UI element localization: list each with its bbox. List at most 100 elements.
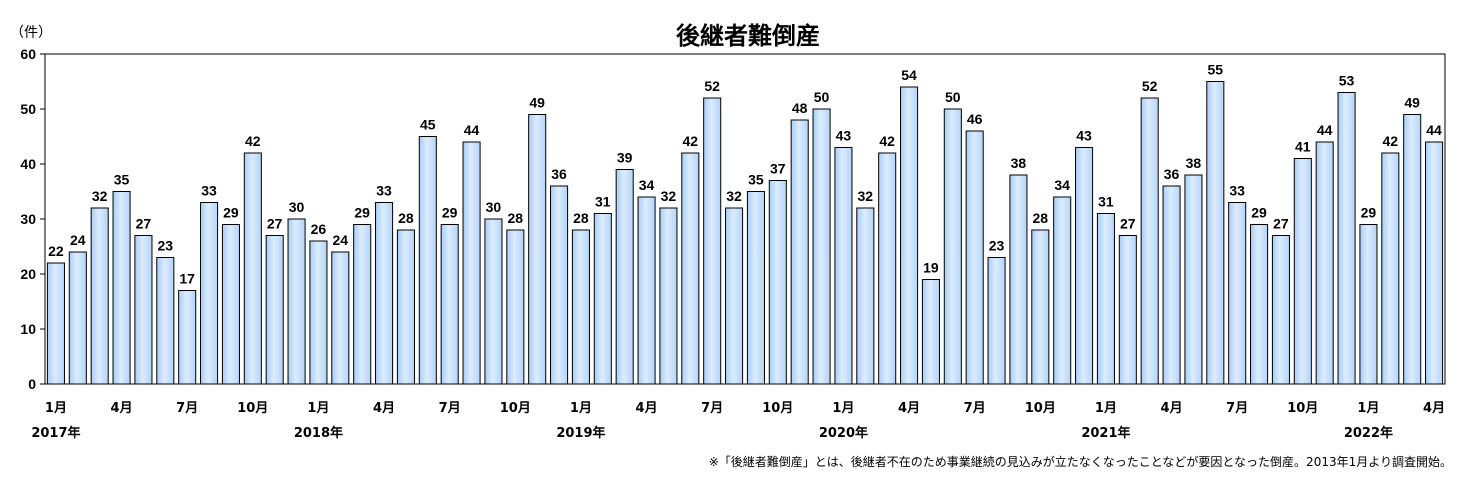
bar bbox=[156, 257, 175, 385]
data-label: 34 bbox=[1054, 177, 1070, 193]
bar bbox=[659, 207, 678, 385]
data-label: 38 bbox=[1186, 155, 1202, 171]
bar bbox=[462, 141, 481, 385]
bar bbox=[965, 130, 984, 385]
x-tick-month-label: 4月 bbox=[1161, 401, 1183, 416]
bar bbox=[200, 202, 219, 385]
bar bbox=[571, 229, 590, 385]
bar bbox=[637, 196, 656, 385]
x-tick-month-label: 10月 bbox=[762, 401, 793, 416]
data-label: 17 bbox=[179, 271, 195, 287]
data-label: 30 bbox=[289, 199, 305, 215]
data-label: 52 bbox=[1142, 78, 1158, 94]
bar bbox=[134, 235, 153, 385]
data-label: 27 bbox=[267, 216, 283, 232]
data-label: 23 bbox=[989, 238, 1005, 254]
x-tick-month-label: 7月 bbox=[176, 401, 198, 416]
bar bbox=[746, 191, 765, 385]
bar bbox=[921, 279, 940, 385]
bar bbox=[1228, 202, 1247, 385]
x-tick-month-label: 10月 bbox=[1025, 401, 1056, 416]
bar bbox=[593, 213, 612, 385]
bar bbox=[90, 207, 109, 385]
bar bbox=[1381, 152, 1400, 385]
x-tick-month-label: 1月 bbox=[1357, 401, 1379, 416]
x-tick-year-label: 2018年 bbox=[294, 425, 343, 441]
data-label: 27 bbox=[1120, 216, 1136, 232]
bar bbox=[528, 114, 547, 385]
data-label: 45 bbox=[420, 117, 436, 133]
x-tick-month-label: 4月 bbox=[898, 401, 920, 416]
data-label: 42 bbox=[879, 133, 895, 149]
bar bbox=[1118, 235, 1137, 385]
bar bbox=[112, 191, 131, 385]
y-tick-label: 20 bbox=[20, 266, 36, 282]
bar bbox=[287, 218, 306, 385]
bar bbox=[703, 97, 722, 385]
bar bbox=[834, 147, 853, 385]
data-label: 32 bbox=[661, 188, 677, 204]
bar bbox=[615, 169, 634, 385]
y-tick-label: 0 bbox=[28, 376, 36, 392]
data-label: 31 bbox=[1098, 194, 1114, 210]
bar bbox=[725, 207, 744, 385]
data-label: 30 bbox=[486, 199, 502, 215]
bar bbox=[1053, 196, 1072, 385]
data-label: 29 bbox=[1361, 205, 1377, 221]
bar bbox=[943, 108, 962, 385]
data-label: 33 bbox=[201, 183, 217, 199]
data-label: 27 bbox=[136, 216, 152, 232]
data-label: 44 bbox=[464, 122, 480, 138]
y-unit-label: （件） bbox=[10, 25, 52, 41]
data-label: 28 bbox=[398, 210, 414, 226]
bar bbox=[265, 235, 284, 385]
data-label: 28 bbox=[508, 210, 524, 226]
data-label: 52 bbox=[704, 78, 720, 94]
data-labels: 22 24 32 35 27 23 17 33 29 42 27 30 26 24 29 33 28 45 29 44… bbox=[48, 62, 1442, 287]
bar bbox=[900, 86, 919, 385]
footnote: ※「後継者難倒産」とは、後継者不在のため事業継続の見込みが立たなくなったことなど… bbox=[709, 454, 1452, 469]
bar bbox=[375, 202, 394, 385]
x-tick-year-label: 2021年 bbox=[1081, 425, 1130, 441]
bar bbox=[484, 218, 503, 385]
bar bbox=[790, 119, 809, 385]
bar bbox=[1359, 224, 1378, 385]
bar bbox=[987, 257, 1006, 385]
x-tick-month-label: 1月 bbox=[570, 401, 592, 416]
data-label: 23 bbox=[158, 238, 174, 254]
data-label: 27 bbox=[1273, 216, 1289, 232]
y-tick-label: 40 bbox=[20, 156, 36, 172]
data-label: 26 bbox=[311, 221, 327, 237]
data-label: 38 bbox=[1011, 155, 1027, 171]
bar bbox=[396, 229, 415, 385]
data-label: 29 bbox=[354, 205, 370, 221]
data-label: 36 bbox=[551, 166, 567, 182]
data-label: 43 bbox=[1076, 128, 1092, 144]
data-label: 41 bbox=[1295, 139, 1311, 155]
bar bbox=[1096, 213, 1115, 385]
data-label: 28 bbox=[1033, 210, 1049, 226]
x-tick-month-label: 7月 bbox=[964, 401, 986, 416]
y-axis-ticks: 0 10 20 30 40 50 60 bbox=[20, 46, 45, 392]
y-tick-label: 60 bbox=[20, 46, 36, 62]
bar bbox=[1184, 174, 1203, 385]
bar bbox=[68, 251, 87, 385]
x-tick-month-label: 1月 bbox=[832, 401, 854, 416]
data-label: 55 bbox=[1208, 62, 1224, 78]
x-tick-month-label: 4月 bbox=[1423, 401, 1445, 416]
plot-frame bbox=[44, 53, 1446, 385]
bar bbox=[1031, 229, 1050, 385]
data-label: 24 bbox=[333, 232, 349, 248]
bar bbox=[681, 152, 700, 385]
x-tick-year-label: 2022年 bbox=[1344, 425, 1393, 441]
bar bbox=[353, 224, 372, 385]
bar bbox=[178, 290, 197, 385]
bar bbox=[1403, 114, 1422, 385]
bar bbox=[1250, 224, 1269, 385]
data-label: 24 bbox=[70, 232, 86, 248]
data-label: 42 bbox=[245, 133, 261, 149]
bar bbox=[1293, 158, 1312, 385]
data-label: 34 bbox=[639, 177, 655, 193]
bar bbox=[243, 152, 262, 385]
x-tick-year-label: 2020年 bbox=[819, 425, 868, 441]
